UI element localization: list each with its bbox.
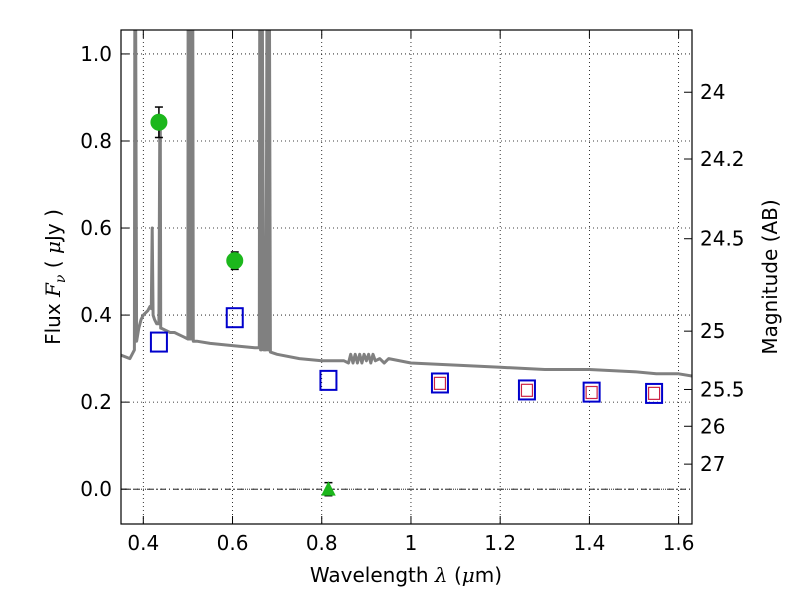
x-tick-label: 1.4 [573,531,605,555]
y-tick-label: 0.0 [80,477,112,501]
model-flux-marker [319,369,338,391]
model-flux-marker [517,379,536,401]
plot-area [121,30,692,497]
upper-limit-point [321,481,336,496]
plot-frame [120,29,693,525]
x-tick-label: 1.6 [663,531,695,555]
x-axis-label-symbol: λ [434,563,448,587]
model-flux-marker [645,382,664,404]
y2-tick-label: 24 [700,80,725,104]
detection-point [226,252,244,270]
grid [121,30,692,524]
x-tick-label: 0.8 [306,531,338,555]
plot-background [121,30,692,524]
y2-tick-label: 27 [700,452,725,476]
x-axis-label: Wavelength λ (μm) [310,563,502,587]
y2-tick-label: 25 [700,319,725,343]
model-flux-marker-small [520,383,534,397]
model-flux-marker [430,372,449,394]
x-axis-label-text: Wavelength [310,563,429,587]
y2-tick-label: 25.5 [700,377,745,401]
y2-tick-label: 24.5 [700,227,745,251]
model-flux-marker [149,331,168,353]
model-flux-marker-small [585,385,598,400]
ticks: 0.4 0.6 0.8 1 1.2 1.4 1.6 0.0 0.2 0.4 0.6 0.8 1.0 24 2… [80,30,745,555]
y2-tick-label: 26 [700,414,725,438]
model-flux-marker [582,381,601,403]
y-tick-label: 0.8 [80,129,112,153]
model-flux-marker-small [647,386,661,400]
y-tick-label: 0.6 [80,216,112,240]
detection-point [150,113,168,131]
x-tick-label: 1 [405,531,418,555]
y2-axis-label: Magnitude (AB) [758,199,782,354]
y-tick-label: 0.2 [80,390,112,414]
model-spectrum-line [121,30,692,378]
x-tick-label: 1.2 [484,531,516,555]
y-axis-label-symbol: F [41,282,65,298]
x-tick-label: 0.6 [217,531,249,555]
model-flux-marker [225,307,244,329]
y-axis-label-text: Flux [41,303,65,345]
y2-tick-label: 24.2 [700,147,745,171]
x-tick-label: 0.4 [127,531,159,555]
y-axis-label: Flux Fν ( μJy ) [41,209,69,345]
y-tick-label: 0.4 [80,303,112,327]
y-tick-label: 1.0 [80,42,112,66]
model-flux-marker-small [433,376,447,390]
